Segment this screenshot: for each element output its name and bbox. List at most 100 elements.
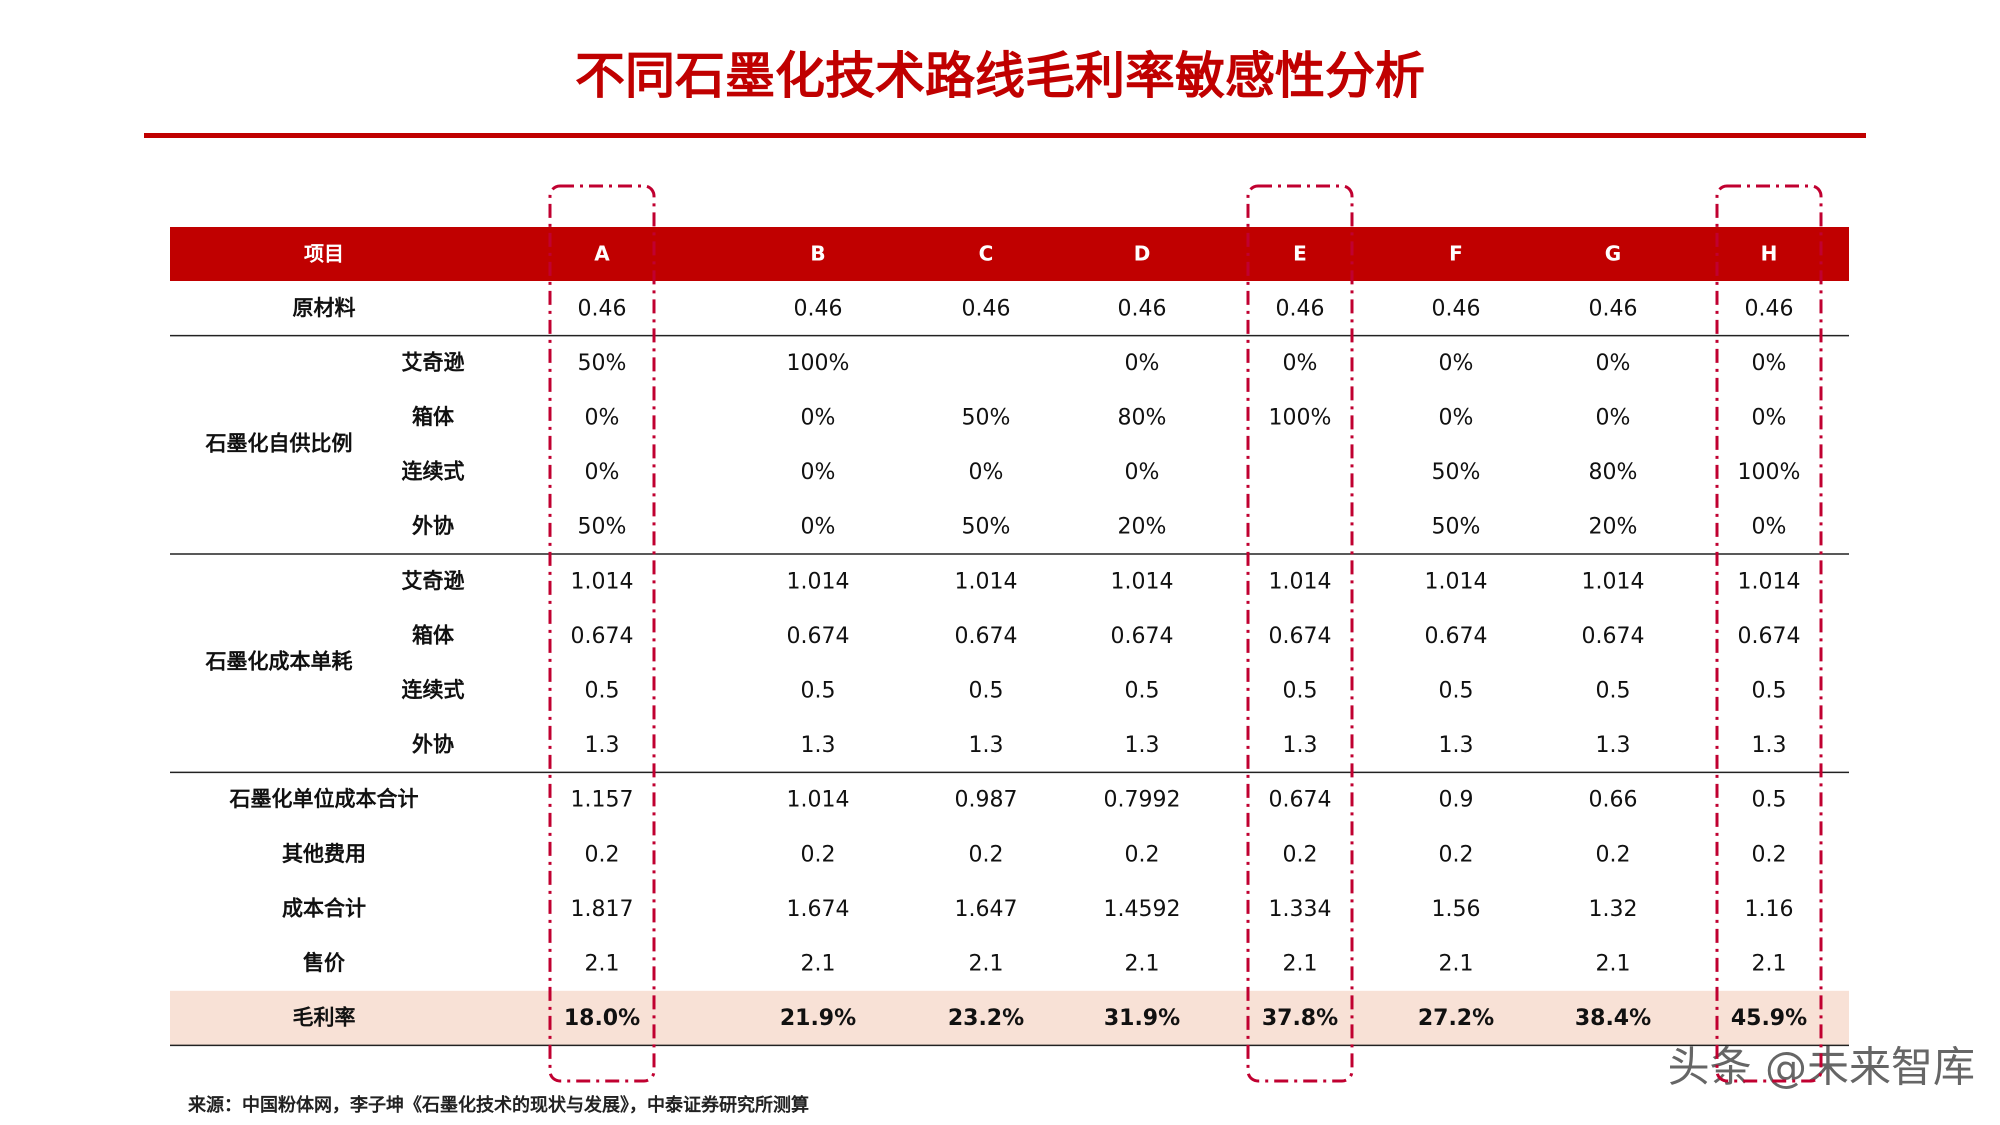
cell: 1.3 <box>585 733 620 758</box>
cell: 0% <box>969 460 1004 485</box>
cell: 0.2 <box>1439 842 1474 867</box>
cell: 1.56 <box>1432 897 1481 922</box>
title: 不同石墨化技术路线毛利率敏感性分析 <box>575 46 1425 105</box>
cell: 20% <box>1118 515 1167 540</box>
cell: 0% <box>1596 351 1631 376</box>
cell: 0.2 <box>1283 842 1318 867</box>
row-label: 石墨化单位成本合计 <box>229 786 419 811</box>
cell: 1.3 <box>1596 733 1631 758</box>
cell: 0.2 <box>1125 842 1160 867</box>
header-cell: D <box>1134 242 1151 266</box>
cell: 27.2% <box>1418 1006 1494 1031</box>
group-label: 石墨化自供比例 <box>205 430 353 455</box>
cell: 0.46 <box>1589 296 1638 321</box>
cell: 1.32 <box>1589 897 1638 922</box>
cell: 0.5 <box>1752 679 1787 704</box>
highlight-frame <box>548 184 656 1083</box>
cell: 0.66 <box>1589 788 1638 813</box>
row-label: 箱体 <box>412 622 455 647</box>
header-cell: F <box>1449 242 1463 266</box>
cell: 0% <box>585 406 620 431</box>
header-bg <box>170 227 1849 281</box>
cell: 1.3 <box>801 733 836 758</box>
cell: 1.647 <box>955 897 1018 922</box>
cell: 50% <box>962 406 1011 431</box>
cell: 0.2 <box>1752 842 1787 867</box>
cell: 0.2 <box>585 842 620 867</box>
cell: 2.1 <box>585 952 620 977</box>
cell: 50% <box>578 351 627 376</box>
cell: 50% <box>1432 515 1481 540</box>
header-cell: E <box>1293 242 1307 266</box>
cell: 0.5 <box>1752 788 1787 813</box>
row-label: 箱体 <box>412 404 455 429</box>
header-cell: 项目 <box>304 242 344 266</box>
cell: 0% <box>801 460 836 485</box>
cell: 0.46 <box>578 296 627 321</box>
row-label: 毛利率 <box>293 1005 356 1030</box>
cell: 23.2% <box>948 1006 1024 1031</box>
header-cell: A <box>594 242 610 266</box>
highlight-row-bg <box>170 990 1849 1046</box>
cell: 0% <box>1125 351 1160 376</box>
cell: 1.3 <box>1283 733 1318 758</box>
cell: 100% <box>787 351 850 376</box>
cell: 0% <box>1125 460 1160 485</box>
cell: 0.674 <box>787 624 850 649</box>
cell: 1.014 <box>1738 569 1801 594</box>
group-label: 石墨化成本单耗 <box>205 649 353 674</box>
cell: 2.1 <box>801 952 836 977</box>
row-label: 原材料 <box>293 295 356 320</box>
cell: 0% <box>1752 515 1787 540</box>
header-cell: G <box>1605 242 1621 266</box>
cell: 1.3 <box>1439 733 1474 758</box>
cell: 1.674 <box>787 897 850 922</box>
cell: 1.3 <box>1752 733 1787 758</box>
cell: 1.014 <box>571 569 634 594</box>
cell: 0.674 <box>1582 624 1645 649</box>
cell: 1.3 <box>969 733 1004 758</box>
cell: 0.46 <box>1745 296 1794 321</box>
cell: 1.16 <box>1745 897 1794 922</box>
cell: 1.157 <box>571 788 634 813</box>
cell: 0% <box>1439 406 1474 431</box>
cell: 0.46 <box>794 296 843 321</box>
cell: 2.1 <box>1752 952 1787 977</box>
cell: 0.2 <box>1596 842 1631 867</box>
cell: 18.0% <box>564 1006 640 1031</box>
cell: 2.1 <box>1596 952 1631 977</box>
cell: 0.5 <box>585 679 620 704</box>
cell: 0% <box>1596 406 1631 431</box>
cell: 80% <box>1118 406 1167 431</box>
cell: 2.1 <box>1439 952 1474 977</box>
cell: 0.5 <box>969 679 1004 704</box>
cell: 0.674 <box>955 624 1018 649</box>
cell: 0.5 <box>801 679 836 704</box>
cell: 0.46 <box>1432 296 1481 321</box>
cell: 0.5 <box>1283 679 1318 704</box>
cell: 1.334 <box>1269 897 1332 922</box>
cell: 1.4592 <box>1104 897 1181 922</box>
source: 来源：中国粉体网，李子坤《石墨化技术的现状与发展》，中泰证券研究所测算 <box>187 1094 809 1116</box>
cell: 0.46 <box>1118 296 1167 321</box>
cell: 1.3 <box>1125 733 1160 758</box>
cell: 1.014 <box>1425 569 1488 594</box>
cell: 50% <box>578 515 627 540</box>
cell: 20% <box>1589 515 1638 540</box>
cell: 50% <box>1432 460 1481 485</box>
row-label: 艾奇逊 <box>402 568 465 593</box>
cell: 50% <box>962 515 1011 540</box>
header-cell: H <box>1761 242 1778 266</box>
cell: 0.46 <box>1276 296 1325 321</box>
cell: 0.46 <box>962 296 1011 321</box>
cell: 2.1 <box>1125 952 1160 977</box>
row-label: 外协 <box>412 732 454 757</box>
cell: 0.674 <box>1269 788 1332 813</box>
cell: 1.014 <box>1582 569 1645 594</box>
cell: 0.5 <box>1596 679 1631 704</box>
cell: 0% <box>585 460 620 485</box>
cell: 1.014 <box>1269 569 1332 594</box>
cell: 100% <box>1738 460 1801 485</box>
